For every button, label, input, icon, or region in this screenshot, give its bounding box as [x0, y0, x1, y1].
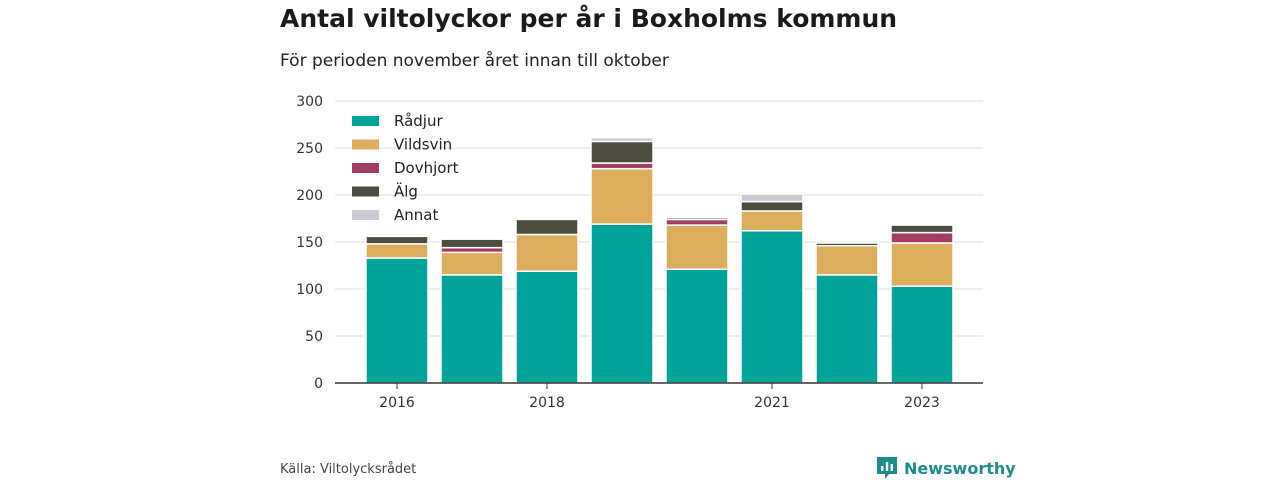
legend-swatch-dovhjort	[352, 163, 379, 173]
x-tick-label: 2021	[754, 395, 790, 411]
bar-segment-älg	[590, 140, 654, 164]
chart-title: Antal viltolyckor per år i Boxholms komm…	[280, 4, 898, 33]
source-note: Källa: Viltolycksrådet	[280, 462, 417, 477]
legend-swatch-vildsvin	[352, 139, 379, 150]
brand-name: Newsworthy	[904, 458, 1016, 478]
y-tick-label: 150	[296, 235, 323, 251]
y-tick-label: 250	[296, 141, 323, 157]
y-tick-label: 0	[314, 376, 323, 392]
legend-label-dovhjort: Dovhjort	[394, 159, 459, 177]
bar-segment-älg	[740, 200, 804, 212]
y-tick-label: 200	[296, 188, 323, 204]
bar-segment-annat	[590, 136, 654, 143]
y-tick-label: 300	[296, 94, 323, 110]
bar-segment-annat	[740, 193, 804, 203]
newsworthy-icon	[877, 457, 897, 479]
legend-swatch-rådjur	[352, 116, 379, 126]
bar-segment-vildsvin	[890, 242, 954, 287]
bar-segment-rådjur	[440, 274, 504, 384]
bar-segment-vildsvin	[665, 224, 729, 271]
legend-swatch-älg	[352, 186, 379, 197]
bar-segment-älg	[515, 218, 579, 236]
bar-segment-vildsvin	[815, 245, 879, 276]
x-tick-label: 2018	[529, 395, 565, 411]
bar-segment-rådjur	[890, 285, 954, 384]
y-tick-label: 50	[305, 329, 323, 345]
bar-segment-vildsvin	[740, 210, 804, 232]
bar-segment-älg	[665, 216, 729, 221]
legend-label-älg: Älg	[394, 182, 418, 201]
x-tick-label: 2016	[379, 395, 415, 411]
bar-segment-dovhjort	[890, 231, 954, 244]
bar-segment-rådjur	[590, 223, 654, 384]
bar-segment-älg	[365, 235, 429, 245]
bar-segment-rådjur	[665, 268, 729, 384]
x-tick-label: 2023	[904, 395, 940, 411]
y-tick-label: 100	[296, 282, 323, 298]
newsworthy-logo[interactable]: Newsworthy	[876, 456, 1016, 480]
legend-label-vildsvin: Vildsvin	[394, 136, 452, 154]
bar-segment-dovhjort	[665, 218, 729, 226]
legend: Rådjur Vildsvin Dovhjort Älg Annat	[352, 112, 459, 224]
bar-segment-älg	[440, 238, 504, 249]
bar-segment-rådjur	[515, 270, 579, 384]
bar-segment-vildsvin	[590, 167, 654, 225]
bar-segment-rådjur	[740, 229, 804, 384]
bar-segment-vildsvin	[365, 243, 429, 259]
bar-segment-annat	[815, 240, 879, 244]
bar-segment-rådjur	[365, 257, 429, 384]
bar-segment-vildsvin	[440, 251, 504, 276]
bar-segment-vildsvin	[515, 233, 579, 272]
legend-label-annat: Annat	[394, 206, 438, 224]
bar-segment-dovhjort	[590, 162, 654, 170]
legend-label-rådjur: Rådjur	[394, 112, 443, 130]
bar-segment-älg	[890, 224, 954, 234]
bar-segment-rådjur	[815, 274, 879, 384]
legend-swatch-annat	[352, 210, 379, 220]
axis-layer: 0 50 100 150 200 250 300 2016 2018 2021 2023	[296, 94, 983, 411]
bars-layer	[365, 136, 954, 384]
chart-subtitle: För perioden november året innan till ok…	[280, 51, 669, 71]
